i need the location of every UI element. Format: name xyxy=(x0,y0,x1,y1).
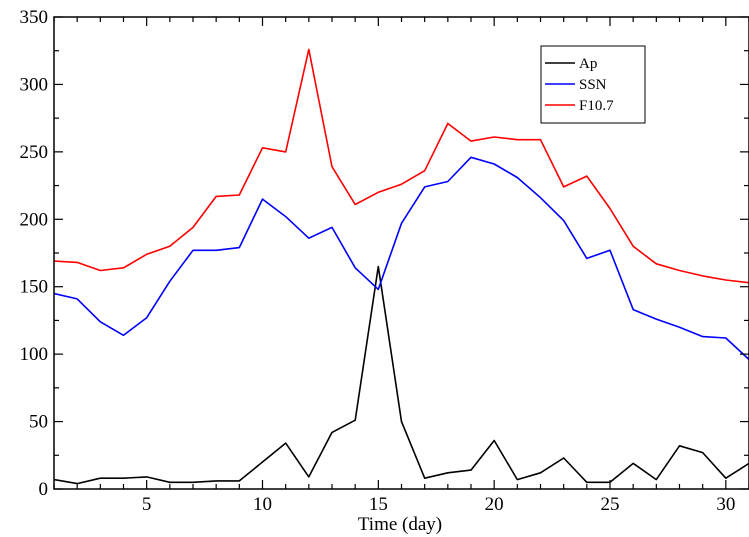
x-tick-label: 25 xyxy=(601,494,620,515)
y-tick-label: 250 xyxy=(20,142,49,163)
legend-label-ssn: SSN xyxy=(579,77,607,93)
x-tick-label: 30 xyxy=(716,494,735,515)
series-line-ssn xyxy=(54,156,749,361)
x-tick-label: 10 xyxy=(253,494,272,515)
series-line-ap xyxy=(54,265,749,485)
legend-label-ap: Ap xyxy=(579,56,597,72)
x-tick-label: 5 xyxy=(142,494,152,515)
x-axis-label: Time (day) xyxy=(358,514,442,535)
y-tick-label: 350 xyxy=(20,7,49,28)
series-line-f10-7 xyxy=(54,48,749,284)
y-tick-label: 300 xyxy=(20,74,49,95)
x-tick-label: 15 xyxy=(369,494,388,515)
plot-frame xyxy=(53,16,749,490)
y-tick-label: 100 xyxy=(20,344,49,365)
legend: Ap SSN F10.7 xyxy=(540,45,646,124)
plot-lines xyxy=(54,48,749,485)
y-tick-label: 150 xyxy=(20,277,49,298)
y-tick-label: 50 xyxy=(29,412,48,433)
x-tick-label: 20 xyxy=(485,494,504,515)
legend-label-f10-7: F10.7 xyxy=(579,98,614,114)
y-tick-label: 200 xyxy=(20,209,49,230)
y-tick-label: 0 xyxy=(39,479,49,500)
axis-ticks xyxy=(53,16,749,490)
